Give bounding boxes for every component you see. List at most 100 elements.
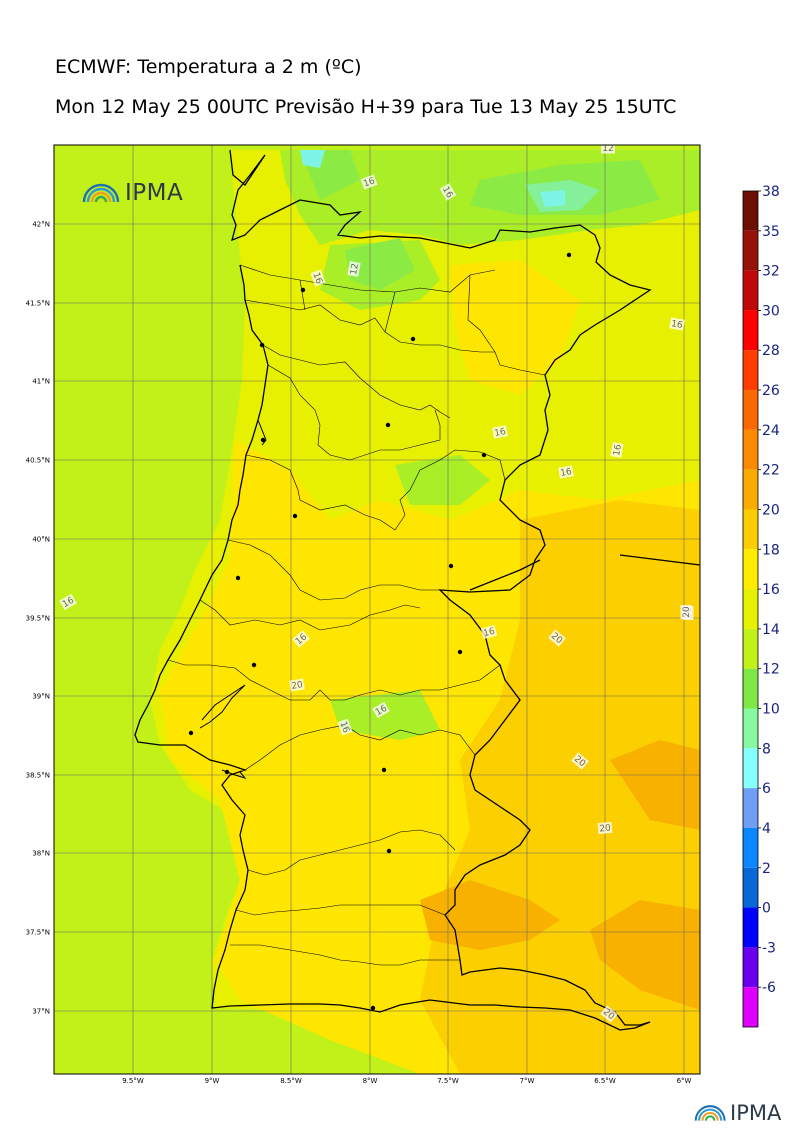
contour-labels: 1216161612161616161616202016201616202020… bbox=[59, 142, 694, 1023]
svg-text:20: 20 bbox=[291, 680, 304, 692]
longitude-tick-label: 6°W bbox=[677, 1077, 692, 1085]
city-dot bbox=[224, 769, 230, 775]
svg-text:12: 12 bbox=[602, 144, 613, 154]
map-title: ECMWF: Temperatura a 2 m (ºC) bbox=[55, 56, 362, 78]
colorbar-label: -3 bbox=[762, 940, 776, 956]
colorbar-swatch bbox=[743, 708, 758, 749]
city-dot bbox=[481, 452, 487, 458]
contour-label: 16 bbox=[310, 269, 326, 287]
map-subtitle: Mon 12 May 25 00UTC Previsão H+39 para T… bbox=[55, 96, 677, 118]
coastline-and-border bbox=[134, 149, 652, 1031]
warm-zone-north bbox=[450, 260, 580, 395]
svg-text:16: 16 bbox=[337, 720, 350, 734]
graticule bbox=[54, 145, 700, 1074]
colorbar-label: 26 bbox=[762, 383, 780, 399]
latitude-tick-label: 41°N bbox=[32, 378, 50, 386]
colorbar-swatch bbox=[743, 668, 758, 709]
colorbar-label: 20 bbox=[762, 502, 780, 518]
contour-label: 20 bbox=[597, 821, 613, 834]
contour-label: 16 bbox=[492, 425, 508, 439]
colorbar-label: 10 bbox=[762, 702, 780, 718]
longitude-tick-label: 7.5°W bbox=[437, 1077, 459, 1085]
city-dot bbox=[410, 336, 416, 342]
tagus-estuary bbox=[199, 684, 246, 729]
latitude-tick-label: 40°N bbox=[32, 536, 50, 544]
longitude-tick-label: 9.5°W bbox=[122, 1077, 144, 1085]
longitude-tick-label: 8.5°W bbox=[280, 1077, 302, 1085]
colorbar-swatch bbox=[743, 230, 758, 271]
colorbar-label: 8 bbox=[762, 741, 771, 757]
latitude-tick-label: 37°N bbox=[32, 1008, 50, 1016]
cool-zone-beiras bbox=[395, 455, 490, 505]
coldest-zone bbox=[540, 190, 565, 207]
longitude-tick-label: 9°W bbox=[205, 1077, 220, 1085]
colorbar-label: 4 bbox=[762, 821, 771, 837]
city-dot bbox=[259, 342, 265, 348]
map-logo-text: IPMA bbox=[125, 180, 184, 206]
svg-text:16: 16 bbox=[482, 627, 496, 640]
contour-label: 12 bbox=[601, 142, 615, 154]
latitude-ticks: 42°N 41.5°N 41°N 40.5°N 40°N 39.5°N 39°N 38.5°N… bbox=[26, 221, 50, 1016]
colorbar-swatch bbox=[743, 390, 758, 430]
city-dot bbox=[188, 730, 194, 736]
cool-zone-center bbox=[330, 690, 440, 740]
longitude-ticks: 9.5°W 9°W 8.5°W 8°W 7.5°W 7°W 6.5°W 6°W bbox=[122, 1077, 691, 1085]
city-dot bbox=[381, 767, 387, 773]
svg-text:16: 16 bbox=[494, 427, 507, 439]
contour-label: 20 bbox=[680, 605, 692, 619]
colorbar-swatch bbox=[743, 748, 758, 789]
city-dot bbox=[566, 252, 572, 258]
colorbar-label: 14 bbox=[762, 622, 780, 638]
city-dot bbox=[260, 437, 266, 443]
boundaries bbox=[134, 149, 701, 1031]
footer-logo-text: IPMA bbox=[730, 1101, 782, 1125]
colorbar-label: 0 bbox=[762, 901, 771, 917]
colorbar-swatch bbox=[743, 628, 758, 669]
colorbar-swatch bbox=[743, 589, 758, 629]
colorbar-swatch bbox=[743, 270, 758, 311]
district-boundaries bbox=[167, 264, 546, 966]
contour-label: 16 bbox=[337, 718, 353, 736]
colorbar-swatch bbox=[743, 788, 758, 828]
city-dot bbox=[300, 287, 306, 293]
city-dot bbox=[457, 649, 463, 655]
colorbar-swatch bbox=[743, 350, 758, 391]
colorbar-swatch bbox=[743, 549, 758, 590]
colorbar-swatch bbox=[743, 987, 758, 1027]
longitude-tick-label: 6.5°W bbox=[594, 1077, 616, 1085]
colorbar-label: 30 bbox=[762, 303, 780, 319]
svg-text:16: 16 bbox=[670, 319, 683, 331]
colorbar-label: 12 bbox=[762, 662, 780, 678]
svg-text:20: 20 bbox=[682, 606, 692, 618]
colorbar-label: 18 bbox=[762, 542, 780, 558]
hot-zone-east bbox=[610, 740, 700, 830]
temperature-field bbox=[54, 145, 700, 1074]
rainbow-logo-icon bbox=[694, 1105, 726, 1121]
city-dot bbox=[235, 575, 241, 581]
latitude-tick-label: 38.5°N bbox=[26, 772, 50, 780]
latitude-tick-label: 42°N bbox=[32, 221, 50, 229]
city-dot bbox=[251, 662, 257, 668]
contour-label: 16 bbox=[669, 317, 685, 331]
latitude-tick-label: 40.5°N bbox=[26, 457, 50, 465]
svg-text:20: 20 bbox=[599, 823, 612, 834]
svg-text:16: 16 bbox=[560, 467, 573, 479]
city-dot bbox=[370, 1005, 376, 1011]
colorbar-swatch bbox=[743, 827, 758, 868]
latitude-tick-label: 38°N bbox=[32, 850, 50, 858]
contour-label: 20 bbox=[289, 678, 305, 692]
latitude-tick-label: 41.5°N bbox=[26, 300, 50, 308]
colorbar-label: 24 bbox=[762, 423, 780, 439]
colorbar-label: 28 bbox=[762, 343, 780, 359]
colorbar-swatch bbox=[743, 469, 758, 510]
colorbar-label: 16 bbox=[762, 582, 780, 598]
colorbar-swatch bbox=[743, 509, 758, 550]
contour-label: 16 bbox=[360, 174, 378, 190]
colorbar-label: 2 bbox=[762, 861, 771, 877]
longitude-tick-label: 8°W bbox=[363, 1077, 378, 1085]
colorbar-swatch bbox=[743, 907, 758, 948]
latitude-tick-label: 39°N bbox=[32, 693, 50, 701]
svg-text:12: 12 bbox=[349, 263, 361, 276]
hot-zone-southeast bbox=[590, 900, 700, 1010]
